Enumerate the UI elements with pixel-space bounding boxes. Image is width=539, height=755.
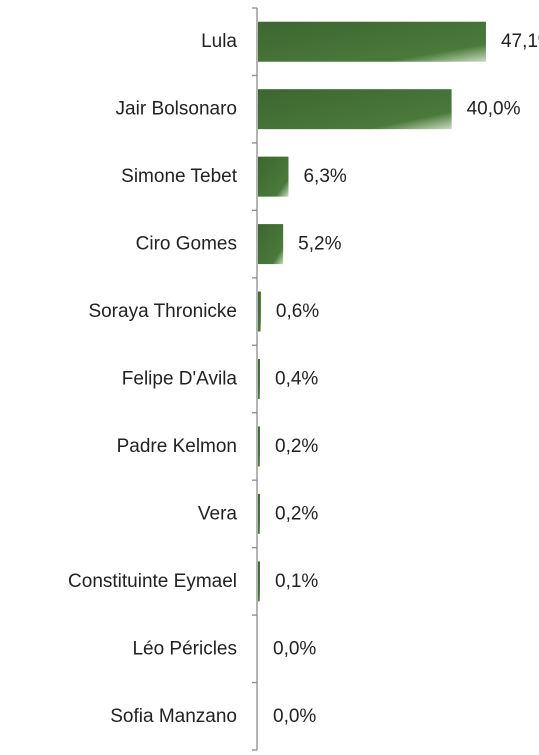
value-labels: 47,1% 40,0% 6,3% 5,2% 0,6% 0,4% 0,2% 0,2% 0,1% 0,… [273, 31, 539, 727]
category-label: Soraya Thronicke [88, 301, 237, 322]
bar [258, 291, 261, 332]
value-label: 5,2% [298, 234, 341, 255]
category-label: Vera [198, 503, 238, 524]
value-label: 0,2% [275, 436, 318, 457]
value-label: 40,0% [467, 99, 521, 120]
category-label: Sofia Manzano [110, 706, 237, 727]
category-label: Léo Péricles [132, 638, 237, 659]
bar [258, 21, 486, 62]
bar [258, 426, 260, 467]
value-label: 0,2% [275, 503, 318, 524]
category-label: Jair Bolsonaro [116, 99, 237, 120]
value-label: 0,0% [273, 706, 316, 727]
bar [258, 224, 284, 265]
category-label: Constituinte Eymael [68, 571, 237, 592]
value-label: 6,3% [303, 166, 346, 187]
value-label: 47,1% [501, 31, 539, 52]
bar [258, 359, 260, 399]
bar [258, 89, 452, 130]
category-label: Ciro Gomes [136, 234, 237, 255]
value-label: 0,1% [275, 571, 318, 592]
bar [258, 156, 289, 197]
bars [258, 21, 486, 602]
category-label: Simone Tebet [121, 166, 238, 187]
bar [258, 493, 260, 534]
value-label: 0,6% [276, 301, 319, 322]
bar [258, 561, 260, 602]
category-label: Lula [201, 31, 237, 52]
value-label: 0,0% [273, 638, 316, 659]
category-labels: Lula Jair Bolsonaro Simone Tebet Ciro Gomes… [68, 31, 238, 727]
value-label: 0,4% [275, 369, 318, 390]
category-label: Padre Kelmon [117, 436, 237, 457]
category-label: Felipe D'Avila [122, 369, 238, 390]
y-axis [252, 7, 258, 751]
